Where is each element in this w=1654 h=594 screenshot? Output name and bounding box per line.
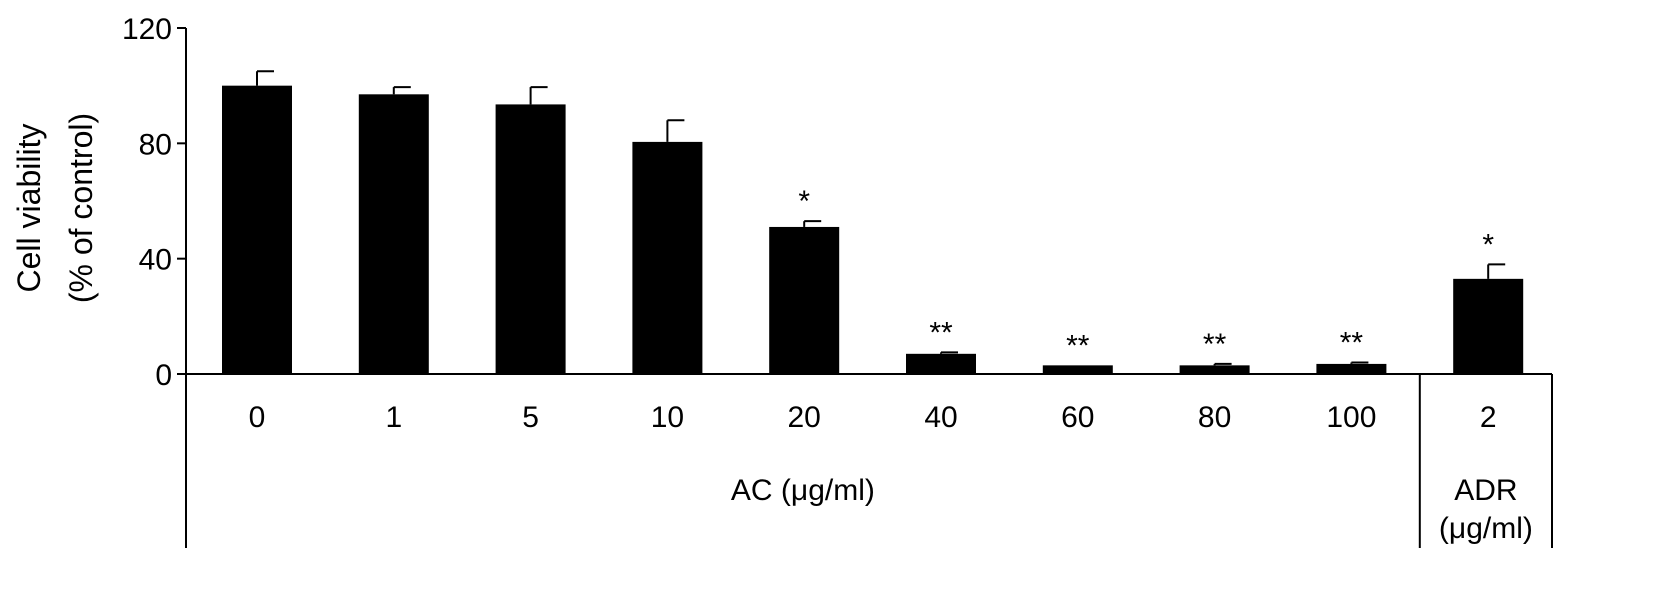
bar — [495, 104, 566, 375]
bar — [1042, 365, 1113, 374]
bar — [769, 226, 840, 374]
significance-marker: ** — [1066, 329, 1090, 362]
bar — [1179, 365, 1250, 374]
significance-marker: * — [798, 185, 810, 218]
x-tick-label: 20 — [788, 401, 821, 434]
significance-marker: * — [1482, 228, 1494, 261]
x-tick-label: 5 — [522, 401, 539, 434]
y-axis: 0 40 80 120 — [122, 13, 187, 548]
x-tick-label: 10 — [651, 401, 684, 434]
y-tick-label: 80 — [139, 128, 172, 161]
group-label: (μg/ml) — [1439, 512, 1533, 545]
x-tick-label: 80 — [1198, 401, 1231, 434]
x-tick-label: 2 — [1480, 401, 1497, 434]
y-axis-title-line-1: Cell viability — [11, 124, 47, 293]
bar — [222, 85, 292, 375]
x-tick-label: 0 — [249, 401, 266, 434]
y-axis-title-line-2: (% of control) — [63, 113, 99, 303]
x-tick-label: 60 — [1061, 401, 1094, 434]
x-tick-label: 100 — [1326, 401, 1376, 434]
bar — [358, 94, 429, 375]
significance-marker: ** — [1203, 328, 1227, 361]
x-tick-label: 1 — [385, 401, 402, 434]
bar — [906, 353, 976, 374]
group-label: ADR — [1454, 474, 1517, 507]
bar — [632, 141, 703, 374]
y-axis-title: Cell viability (% of control) — [11, 113, 99, 303]
y-tick-label: 120 — [122, 13, 172, 46]
significance-marker: ** — [1340, 326, 1364, 359]
group-label: AC (μg/ml) — [731, 474, 875, 507]
x-tick-label: 40 — [924, 401, 957, 434]
bars: *** ** ** *** — [222, 70, 1524, 375]
y-tick-label: 40 — [139, 244, 172, 277]
significance-marker: ** — [929, 316, 953, 349]
y-tick-label: 0 — [155, 359, 172, 392]
bar — [1316, 363, 1387, 374]
x-axis: 0 1 5 10 20 40 60 80 100 2 AC (μg/ml) ADR (μg/ml) — [186, 373, 1553, 548]
bar — [1453, 278, 1524, 374]
